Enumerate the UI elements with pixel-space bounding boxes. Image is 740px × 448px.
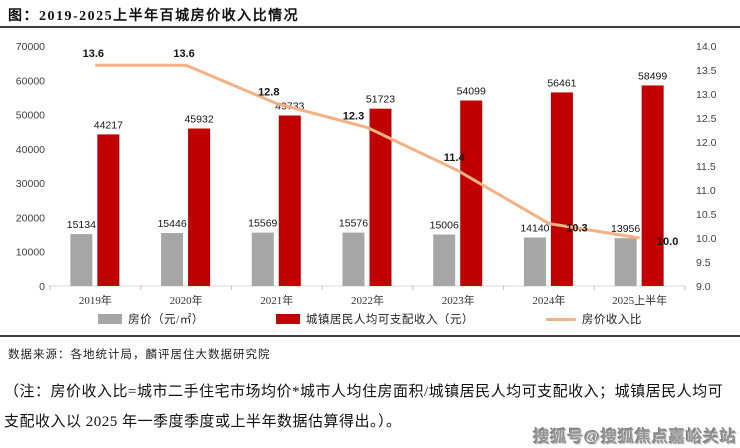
right-axis-tick: 13.0 bbox=[696, 89, 717, 101]
price-series-swatch-icon bbox=[98, 314, 123, 324]
legend-item-income: 城镇居民人均可支配收入（元） bbox=[275, 311, 474, 327]
income-bar bbox=[369, 108, 392, 286]
footer-divider bbox=[0, 335, 740, 337]
income-bar bbox=[550, 92, 573, 286]
right-axis-tick: 12.0 bbox=[696, 137, 717, 149]
price-bar-value: 13956 bbox=[611, 223, 640, 235]
legend-label-price: 房价（元/㎡） bbox=[128, 314, 204, 326]
x-axis-category: 2020年 bbox=[170, 293, 203, 306]
price-bar bbox=[433, 234, 456, 286]
price-bar-value: 14140 bbox=[520, 223, 549, 235]
price-bar-value: 15446 bbox=[157, 218, 186, 230]
price-bar-value: 15134 bbox=[67, 219, 96, 231]
ratio-value: 12.8 bbox=[258, 87, 279, 99]
watermark: 搜狐号@搜狐焦点嘉峪关站 bbox=[533, 429, 737, 446]
income-bar-value: 51723 bbox=[366, 94, 395, 106]
right-axis-tick: 9.0 bbox=[696, 281, 711, 293]
right-axis-tick: 9.5 bbox=[696, 257, 711, 269]
right-axis-tick: 14.0 bbox=[696, 41, 717, 53]
x-axis-category: 2023年 bbox=[442, 293, 475, 306]
left-axis-tick: 10000 bbox=[16, 247, 45, 259]
left-axis-tick: 20000 bbox=[16, 212, 45, 224]
ratio-value: 11.4 bbox=[444, 152, 466, 164]
legend-label-income: 城镇居民人均可支配收入（元） bbox=[305, 314, 474, 326]
price-bar bbox=[251, 232, 274, 286]
price-bar bbox=[161, 233, 184, 286]
left-axis-tick: 70000 bbox=[16, 41, 45, 53]
income-bar-value: 58499 bbox=[638, 70, 667, 82]
price-bar-value: 15576 bbox=[339, 218, 368, 230]
ratio-value: 13.6 bbox=[173, 48, 194, 60]
data-source: 数据来源：各地统计局，麟评居住大数据研究院 bbox=[8, 349, 271, 361]
income-bar-value: 44217 bbox=[94, 119, 123, 131]
right-axis-tick: 11.0 bbox=[696, 185, 716, 197]
right-axis-tick: 12.5 bbox=[696, 113, 717, 125]
price-bar-value: 15006 bbox=[430, 220, 459, 232]
ratio-value: 13.6 bbox=[83, 48, 104, 60]
ratio-series-swatch-icon bbox=[545, 317, 576, 321]
income-bar-value: 54099 bbox=[457, 86, 486, 98]
footnote: （注：房价收入比=城市二手住宅市场均价*城市人均住房面积/城镇居民人均可支配收入… bbox=[4, 384, 724, 430]
income-bar bbox=[641, 85, 664, 286]
income-bar bbox=[460, 100, 483, 286]
right-axis-tick: 13.5 bbox=[696, 65, 717, 77]
ratio-value: 10.0 bbox=[657, 236, 678, 248]
x-axis-category: 2022年 bbox=[351, 293, 384, 306]
right-axis-tick: 10.5 bbox=[696, 209, 717, 221]
title-divider bbox=[0, 26, 740, 28]
left-axis-tick: 40000 bbox=[16, 144, 45, 156]
legend-item-ratio: 房价收入比 bbox=[545, 311, 642, 327]
income-bar bbox=[97, 134, 120, 286]
income-bar-value: 56461 bbox=[547, 77, 576, 89]
x-axis-category: 2021年 bbox=[260, 293, 293, 306]
figure-title: 图：2019-2025上半年百城房价收入比情况 bbox=[8, 9, 300, 24]
right-axis-tick: 10.0 bbox=[696, 233, 717, 245]
price-bar-value: 15569 bbox=[248, 218, 277, 230]
income-bar-value: 45932 bbox=[184, 114, 213, 126]
ratio-value: 10.3 bbox=[566, 223, 587, 235]
right-axis-tick: 11.5 bbox=[696, 161, 716, 173]
price-bar bbox=[70, 234, 93, 286]
x-axis-category: 2019年 bbox=[79, 293, 112, 306]
price-bar bbox=[614, 238, 637, 286]
left-axis-tick: 0 bbox=[39, 281, 45, 293]
chart-legend: 房价（元/㎡） 城镇居民人均可支配收入（元） 房价收入比 bbox=[0, 310, 740, 328]
income-series-swatch-icon bbox=[275, 314, 300, 324]
ratio-value: 12.3 bbox=[343, 111, 364, 123]
x-axis-category: 2024年 bbox=[532, 293, 565, 306]
legend-item-price: 房价（元/㎡） bbox=[98, 311, 204, 327]
price-bar bbox=[523, 237, 546, 286]
legend-label-ratio: 房价收入比 bbox=[581, 314, 642, 326]
left-axis-tick: 50000 bbox=[16, 110, 45, 122]
x-axis-category: 2025上半年 bbox=[612, 293, 667, 306]
ratio-line bbox=[95, 63, 640, 240]
income-bar bbox=[188, 128, 211, 286]
price-bar bbox=[342, 232, 365, 286]
left-axis-tick: 30000 bbox=[16, 178, 45, 190]
combo-chart: 0 10000 20000 30000 40000 50000 60000 70000 9.0 9… bbox=[16, 41, 717, 306]
income-bar bbox=[278, 115, 301, 287]
left-axis-tick: 60000 bbox=[16, 75, 45, 87]
